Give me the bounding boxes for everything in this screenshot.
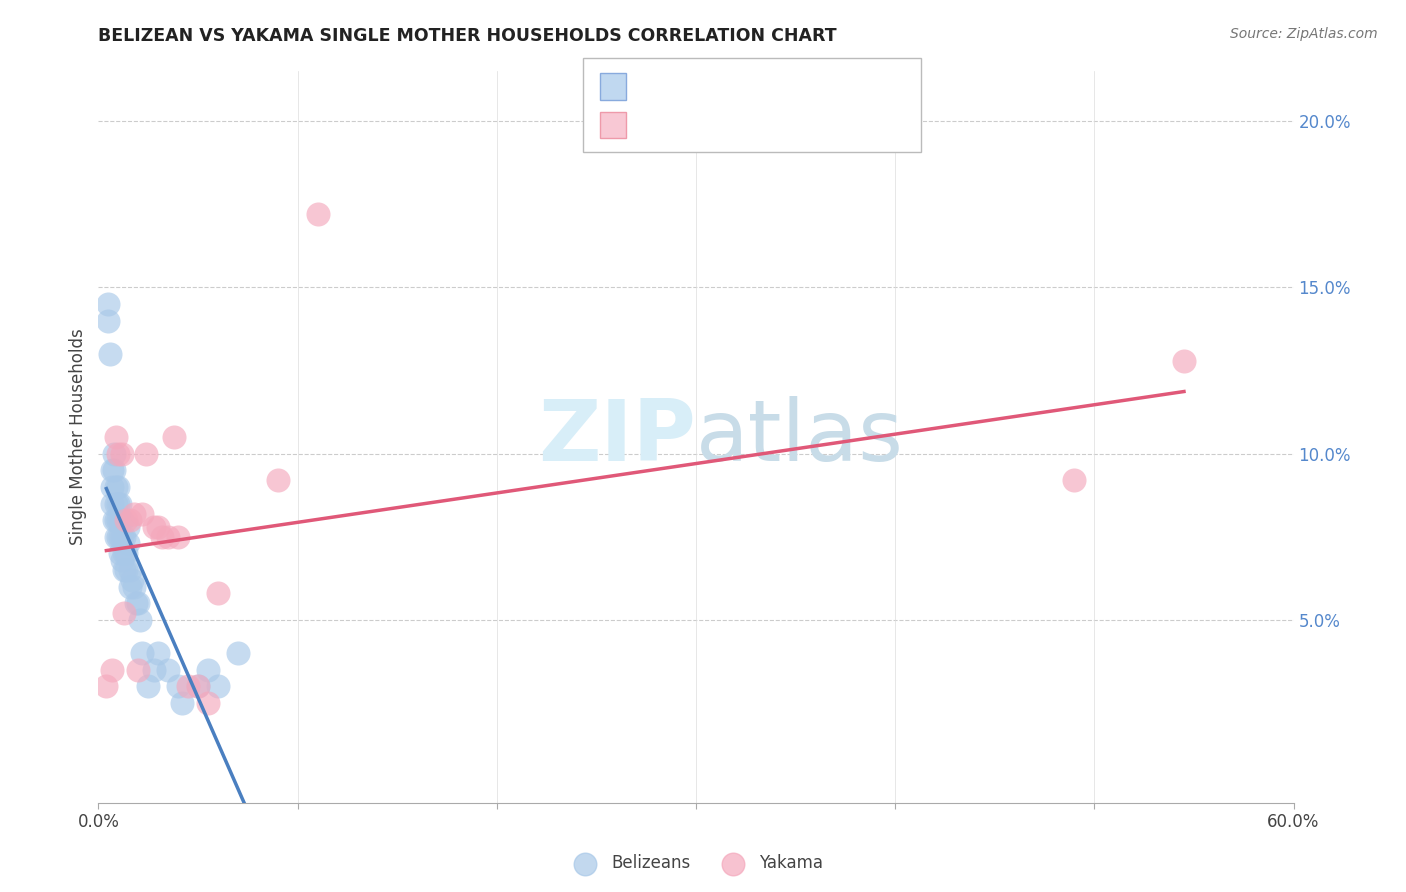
- Point: [167, 530, 190, 544]
- Point: [197, 663, 219, 677]
- Point: [107, 497, 129, 511]
- Point: [120, 513, 142, 527]
- Point: [150, 530, 173, 544]
- Point: [127, 596, 149, 610]
- Point: [97, 297, 120, 311]
- Y-axis label: Single Mother Households: Single Mother Households: [69, 329, 87, 545]
- Point: [96, 680, 118, 694]
- Point: [107, 447, 129, 461]
- Point: [111, 513, 134, 527]
- Point: [100, 347, 122, 361]
- Point: [101, 663, 124, 677]
- Text: R = -0.271   N = 49: R = -0.271 N = 49: [640, 79, 797, 94]
- Point: [124, 507, 146, 521]
- Point: [1063, 473, 1085, 487]
- Point: [143, 663, 166, 677]
- Point: [110, 530, 132, 544]
- Point: [207, 586, 229, 600]
- Point: [187, 680, 209, 694]
- Point: [129, 613, 152, 627]
- Point: [167, 680, 190, 694]
- Point: [110, 497, 132, 511]
- Point: [157, 530, 180, 544]
- Point: [111, 553, 134, 567]
- Point: [172, 696, 194, 710]
- Point: [131, 646, 153, 660]
- Point: [127, 663, 149, 677]
- Point: [115, 563, 138, 577]
- Point: [125, 596, 148, 610]
- Point: [1173, 353, 1195, 368]
- Point: [101, 497, 124, 511]
- Point: [187, 680, 209, 694]
- Point: [207, 680, 229, 694]
- Point: [101, 463, 124, 477]
- Point: [163, 430, 186, 444]
- Legend: Belizeans, Yakama: Belizeans, Yakama: [562, 847, 830, 879]
- Text: Source: ZipAtlas.com: Source: ZipAtlas.com: [1230, 27, 1378, 41]
- Point: [101, 480, 124, 494]
- Point: [97, 314, 120, 328]
- Point: [115, 546, 138, 560]
- Point: [135, 447, 157, 461]
- Point: [112, 607, 135, 621]
- Point: [143, 520, 166, 534]
- Point: [148, 520, 170, 534]
- Point: [107, 513, 129, 527]
- Point: [111, 447, 134, 461]
- Point: [124, 580, 146, 594]
- Text: BELIZEAN VS YAKAMA SINGLE MOTHER HOUSEHOLDS CORRELATION CHART: BELIZEAN VS YAKAMA SINGLE MOTHER HOUSEHO…: [98, 27, 837, 45]
- Point: [112, 546, 135, 560]
- Point: [136, 680, 159, 694]
- Point: [157, 663, 180, 677]
- Point: [112, 563, 135, 577]
- Text: ZIP: ZIP: [538, 395, 696, 479]
- Point: [177, 680, 200, 694]
- Point: [111, 530, 134, 544]
- Point: [112, 530, 135, 544]
- Point: [105, 497, 128, 511]
- Point: [226, 646, 249, 660]
- Point: [120, 580, 142, 594]
- Point: [148, 646, 170, 660]
- Point: [105, 430, 128, 444]
- Point: [103, 513, 125, 527]
- Point: [267, 473, 290, 487]
- Point: [131, 507, 153, 521]
- Point: [107, 530, 129, 544]
- Point: [197, 696, 219, 710]
- Point: [307, 207, 329, 221]
- Text: atlas: atlas: [696, 395, 904, 479]
- Point: [117, 536, 139, 550]
- Point: [105, 480, 128, 494]
- Point: [103, 447, 125, 461]
- Point: [120, 563, 142, 577]
- Point: [105, 530, 128, 544]
- Point: [117, 520, 139, 534]
- Point: [110, 546, 132, 560]
- Point: [110, 513, 132, 527]
- Point: [121, 573, 143, 587]
- Text: R = 0.439    N = 26: R = 0.439 N = 26: [640, 118, 797, 132]
- Point: [115, 513, 138, 527]
- Point: [105, 513, 128, 527]
- Point: [103, 463, 125, 477]
- Point: [107, 480, 129, 494]
